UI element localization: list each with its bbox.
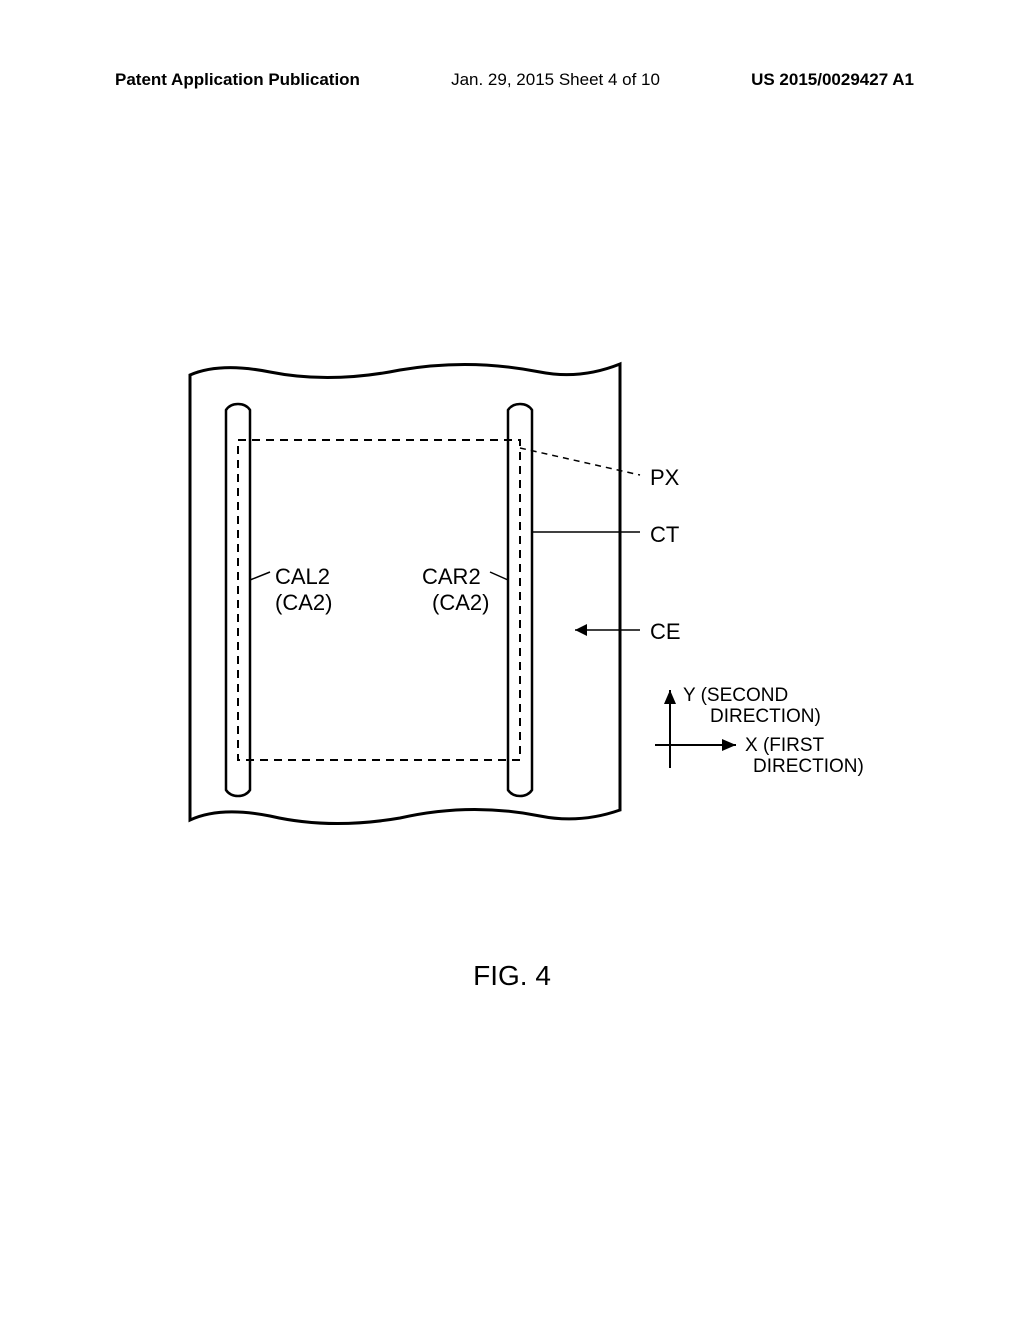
figure-caption: FIG. 4 — [0, 960, 1024, 992]
header-publication: Patent Application Publication — [115, 70, 360, 90]
figure-diagram: CAL2 (CA2) CAR2 (CA2) PX CT CE Y (SECOND… — [180, 340, 830, 870]
header-date-sheet: Jan. 29, 2015 Sheet 4 of 10 — [451, 70, 660, 90]
label-ct: CT — [650, 522, 679, 548]
label-ce: CE — [650, 619, 681, 645]
axis-x-label2: DIRECTION) — [753, 756, 864, 778]
page-header: Patent Application Publication Jan. 29, … — [0, 70, 1024, 90]
axis-y-label: Y (SECOND — [683, 685, 788, 707]
label-cal2: CAL2 — [275, 564, 330, 590]
label-px: PX — [650, 465, 679, 491]
label-car2: CAR2 — [422, 564, 481, 590]
label-car2-sub: (CA2) — [432, 590, 489, 616]
header-patent-number: US 2015/0029427 A1 — [751, 70, 914, 90]
axis-x-label: X (FIRST — [745, 735, 824, 757]
axis-y-label2: DIRECTION) — [710, 706, 821, 728]
label-cal2-sub: (CA2) — [275, 590, 332, 616]
